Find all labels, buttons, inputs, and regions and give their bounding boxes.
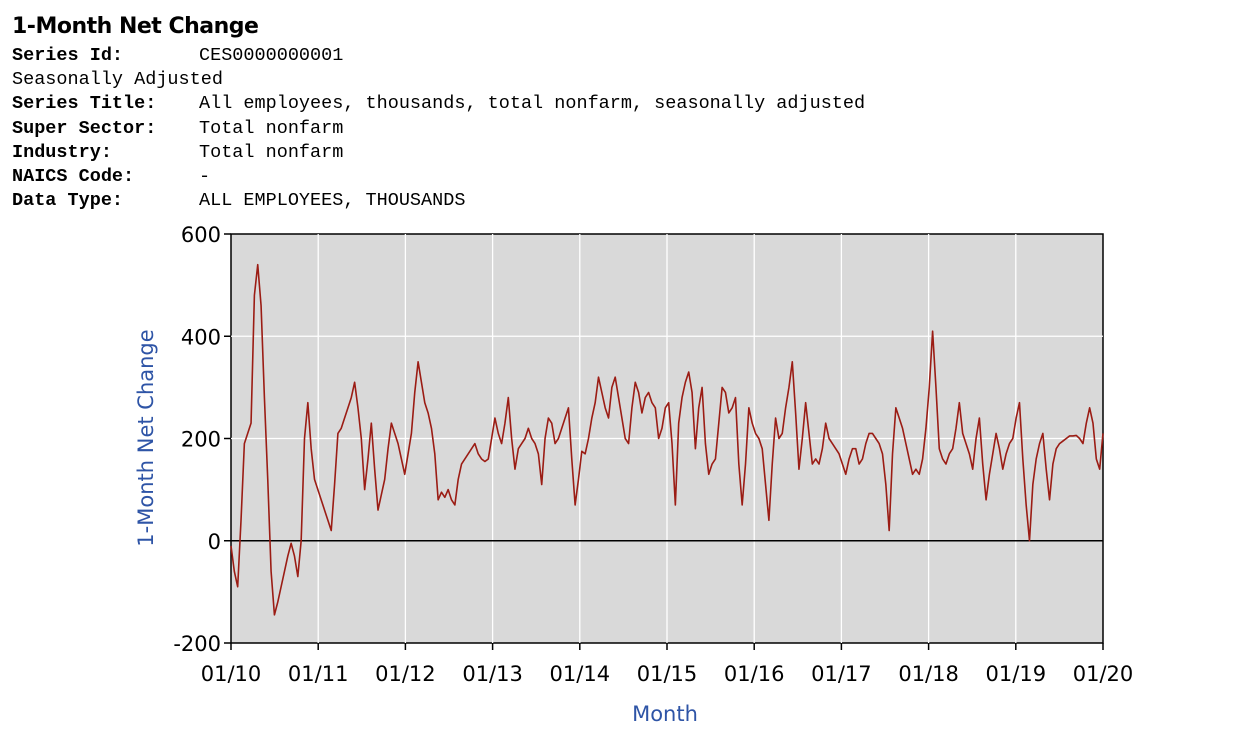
y-tick-label: 200 bbox=[181, 428, 221, 452]
x-tick-label: 01/13 bbox=[462, 662, 523, 686]
x-tick-label: 01/18 bbox=[898, 662, 959, 686]
x-tick-label: 01/19 bbox=[986, 662, 1047, 686]
x-tick-label: 01/12 bbox=[375, 662, 436, 686]
y-axis-label: 1-Month Net Change bbox=[134, 329, 158, 546]
x-tick-label: 01/16 bbox=[724, 662, 785, 686]
grid-lines bbox=[231, 234, 1103, 643]
meta-key: Super Sector: bbox=[12, 117, 157, 139]
x-tick-label: 01/20 bbox=[1073, 662, 1134, 686]
y-tick-label: 0 bbox=[208, 530, 221, 554]
x-tick-label: 01/10 bbox=[201, 662, 262, 686]
series-line bbox=[230, 263, 1104, 616]
meta-row-data-type: Data Type: ALL EMPLOYEES, THOUSANDS bbox=[12, 189, 865, 213]
meta-key: Data Type: bbox=[12, 190, 124, 212]
meta-row-industry: Industry: Total nonfarm bbox=[12, 141, 865, 165]
meta-row-series-title: Series Title: All employees, thousands, t… bbox=[12, 92, 865, 116]
meta-row-seasonal: Seasonally Adjusted bbox=[12, 68, 865, 92]
series-metadata: Series Id: CES0000000001 Seasonally Adjus… bbox=[12, 44, 865, 213]
meta-value: All employees, thousands, total nonfarm,… bbox=[199, 93, 866, 115]
meta-key: Series Title: bbox=[12, 93, 157, 115]
meta-row-series-id: Series Id: CES0000000001 bbox=[12, 44, 865, 68]
page-title: 1-Month Net Change bbox=[12, 14, 259, 39]
meta-row-super-sector: Super Sector: Total nonfarm bbox=[12, 117, 865, 141]
y-tick-label: -200 bbox=[173, 632, 221, 656]
meta-key: Industry: bbox=[12, 141, 112, 163]
axis-ticks: 01/10 01/11 01/12 01/13 01/14 01/15 01/16 01/17… bbox=[173, 223, 1133, 686]
meta-value: - bbox=[199, 165, 211, 187]
x-tick-label: 01/15 bbox=[637, 662, 698, 686]
x-tick-label: 01/14 bbox=[550, 662, 611, 686]
meta-value: Total nonfarm bbox=[199, 117, 344, 139]
y-tick-label: 600 bbox=[181, 223, 221, 247]
meta-key: NAICS Code: bbox=[12, 165, 135, 187]
meta-value: Total nonfarm bbox=[199, 141, 344, 163]
x-tick-label: 01/17 bbox=[811, 662, 872, 686]
meta-key: Series Id: bbox=[12, 45, 124, 66]
meta-row-naics-code: NAICS Code: - bbox=[12, 165, 865, 189]
meta-value: ALL EMPLOYEES, THOUSANDS bbox=[199, 190, 466, 212]
x-tick-label: 01/11 bbox=[288, 662, 349, 686]
meta-value: Seasonally Adjusted bbox=[12, 69, 223, 91]
x-axis-label: Month bbox=[632, 702, 698, 726]
meta-value: CES0000000001 bbox=[199, 45, 344, 66]
y-tick-label: 400 bbox=[181, 325, 221, 349]
